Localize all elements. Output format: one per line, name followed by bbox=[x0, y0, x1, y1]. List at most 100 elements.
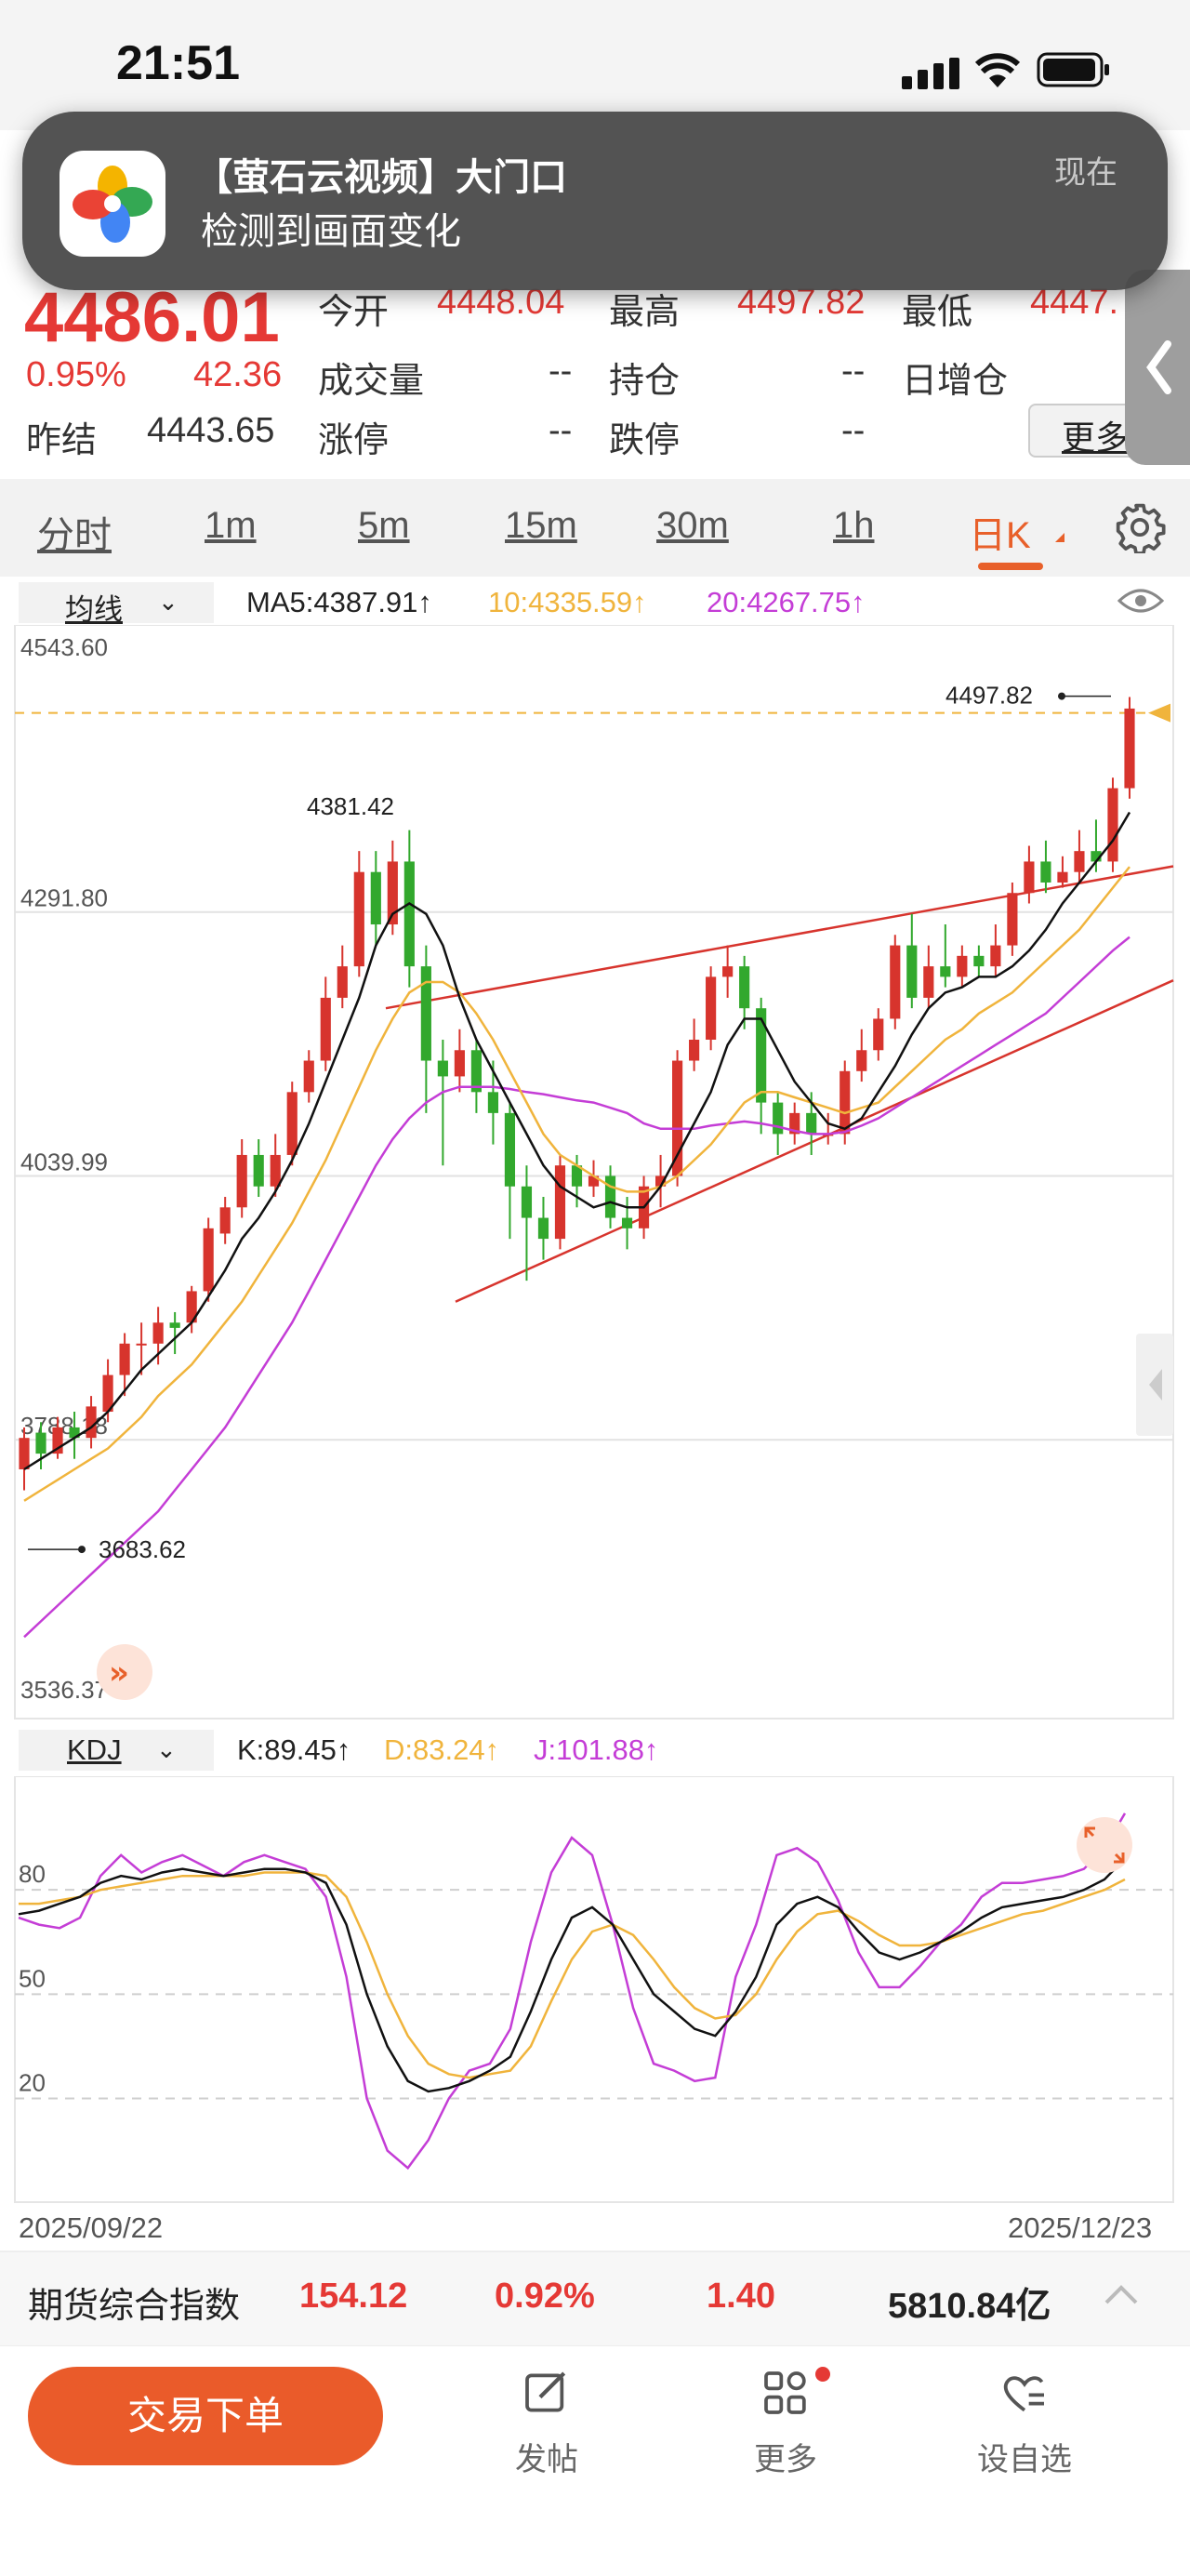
signal-icon bbox=[902, 58, 967, 94]
candle-body bbox=[873, 1018, 884, 1051]
position-label: 持仓 bbox=[609, 362, 681, 401]
tab-1h[interactable]: 1h bbox=[833, 505, 875, 546]
notification-time: 现在 bbox=[1054, 155, 1117, 191]
candle-body bbox=[806, 1112, 817, 1135]
ma-selector[interactable]: 均线 ⌄ bbox=[19, 582, 214, 626]
last-price-marker-icon bbox=[1148, 703, 1170, 723]
candle-body bbox=[621, 1217, 633, 1228]
candle-body bbox=[69, 1427, 80, 1439]
index-value: 154.12 bbox=[299, 2277, 408, 2316]
index-amount: 5810.84亿 bbox=[888, 2287, 1051, 2326]
kdj-selector-label: KDJ bbox=[67, 1733, 122, 1766]
ma-legend-bar: 均线 ⌄ MA5:4387.91↑ 10:4335.59↑ 20:4267.75… bbox=[0, 578, 1190, 626]
wifi-icon bbox=[974, 52, 1021, 94]
change-value: 42.36 bbox=[193, 355, 283, 394]
kdj-tick-label: 50 bbox=[19, 1964, 46, 1992]
tab-1m[interactable]: 1m bbox=[205, 505, 257, 546]
notification-banner[interactable]: 【萤石云视频】大门口 检测到画面变化 现在 bbox=[22, 112, 1168, 290]
candle-body bbox=[420, 966, 431, 1061]
candle-body bbox=[840, 1070, 851, 1135]
candle-body bbox=[52, 1427, 63, 1454]
candle-body bbox=[604, 1175, 616, 1218]
kdj-chart[interactable]: 80 50 20 bbox=[0, 1776, 1190, 2213]
heart-list-icon bbox=[950, 2367, 1099, 2424]
eye-icon[interactable] bbox=[1117, 586, 1165, 620]
candle-body bbox=[387, 861, 398, 925]
candle-body bbox=[203, 1228, 214, 1292]
candle-body bbox=[437, 1060, 448, 1077]
y-tick-label: 3536.37 bbox=[20, 1676, 108, 1704]
tab-intraday[interactable]: 分时 bbox=[37, 515, 112, 556]
candle-body bbox=[219, 1207, 231, 1234]
kdj-selector[interactable]: KDJ ⌄ bbox=[19, 1730, 214, 1771]
nav-more[interactable]: 更多 bbox=[711, 2367, 860, 2479]
index-change: 1.40 bbox=[707, 2277, 775, 2316]
notification-dot-icon bbox=[815, 2367, 830, 2382]
kdj-j-value: J:101.88↑ bbox=[534, 1733, 659, 1766]
volume-label: 成交量 bbox=[318, 362, 425, 401]
max-annotation-dot bbox=[1058, 692, 1065, 700]
tab-30m[interactable]: 30m bbox=[656, 505, 729, 546]
ma-selector-label: 均线 bbox=[65, 593, 123, 626]
candle-body bbox=[1124, 708, 1135, 789]
candle-body bbox=[152, 1322, 164, 1344]
tab-15m[interactable]: 15m bbox=[505, 505, 577, 546]
candle-body bbox=[654, 1175, 667, 1187]
status-time: 21:51 bbox=[116, 36, 240, 90]
low-label: 最低 bbox=[902, 293, 973, 332]
grid-icon bbox=[711, 2367, 860, 2424]
candle-body bbox=[470, 1050, 482, 1093]
expand-icon bbox=[1084, 1826, 1125, 1864]
prev-close-label: 昨结 bbox=[26, 421, 98, 460]
expand-button bbox=[1077, 1817, 1132, 1873]
candle-body bbox=[739, 966, 750, 1009]
candle-body bbox=[773, 1102, 784, 1135]
kdj-k-line bbox=[18, 1857, 1126, 2093]
quote-header: 4486.01 0.95% 42.36 今开 4448.04 最高 4497.8… bbox=[0, 278, 1190, 476]
candle-body bbox=[236, 1154, 247, 1208]
candle-body bbox=[1040, 861, 1051, 883]
nav-watchlist[interactable]: 设自选 bbox=[950, 2367, 1099, 2479]
kdj-d-line bbox=[19, 1871, 1126, 2079]
candle-body bbox=[35, 1432, 46, 1454]
candle-body bbox=[19, 1438, 30, 1470]
tab-5m[interactable]: 5m bbox=[358, 505, 410, 546]
status-bar: 21:51 bbox=[0, 0, 1190, 130]
fast-forward-button bbox=[97, 1644, 152, 1700]
candle-body bbox=[1074, 851, 1085, 872]
candlestick-chart[interactable]: 4543.604291.804039.993788.183536.374381.… bbox=[0, 625, 1190, 1722]
prev-close-value: 4443.65 bbox=[147, 411, 275, 450]
settings-gear-icon[interactable] bbox=[1114, 501, 1166, 558]
more-button-label: 更多 bbox=[1062, 418, 1130, 457]
notification-body: 检测到画面变化 bbox=[201, 211, 461, 252]
last-price: 4486.01 bbox=[24, 278, 280, 357]
candle-body bbox=[554, 1165, 566, 1240]
chevron-up-icon[interactable] bbox=[1103, 2280, 1140, 2313]
nav-post[interactable]: 发帖 bbox=[472, 2367, 621, 2479]
candle-body bbox=[303, 1060, 314, 1093]
candle-body bbox=[353, 871, 364, 967]
candle-body bbox=[588, 1175, 600, 1187]
change-percent: 0.95% bbox=[26, 355, 126, 394]
y-tick-label: 4543.60 bbox=[20, 633, 108, 661]
candle-body bbox=[337, 966, 348, 998]
nav-watchlist-label: 设自选 bbox=[977, 2442, 1072, 2477]
limit-up-label: 涨停 bbox=[318, 421, 390, 460]
notification-title: 【萤石云视频】大门口 bbox=[195, 157, 567, 198]
kdj-frame bbox=[14, 1776, 1174, 2203]
tab-daily[interactable]: 日K bbox=[969, 515, 1031, 556]
candle-body bbox=[940, 966, 951, 977]
candle-body bbox=[169, 1322, 180, 1328]
ma5-value: MA5:4387.91↑ bbox=[246, 586, 432, 618]
candle-body bbox=[1091, 851, 1102, 862]
period-tabs: 分时 1m 5m 15m 30m 1h 日K bbox=[0, 479, 1190, 577]
scroll-left-icon bbox=[1149, 1369, 1162, 1401]
low-annotation: 3683.62 bbox=[99, 1535, 186, 1563]
index-ticker-bar[interactable]: 期货综合指数 154.12 0.92% 1.40 5810.84亿 bbox=[0, 2251, 1190, 2345]
trade-order-button[interactable]: 交易下单 bbox=[28, 2367, 383, 2465]
candle-body bbox=[186, 1291, 197, 1323]
side-panel-handle[interactable] bbox=[1125, 270, 1190, 465]
candle-body bbox=[487, 1092, 499, 1113]
candle-body bbox=[253, 1154, 264, 1187]
candle-body bbox=[1107, 788, 1118, 862]
